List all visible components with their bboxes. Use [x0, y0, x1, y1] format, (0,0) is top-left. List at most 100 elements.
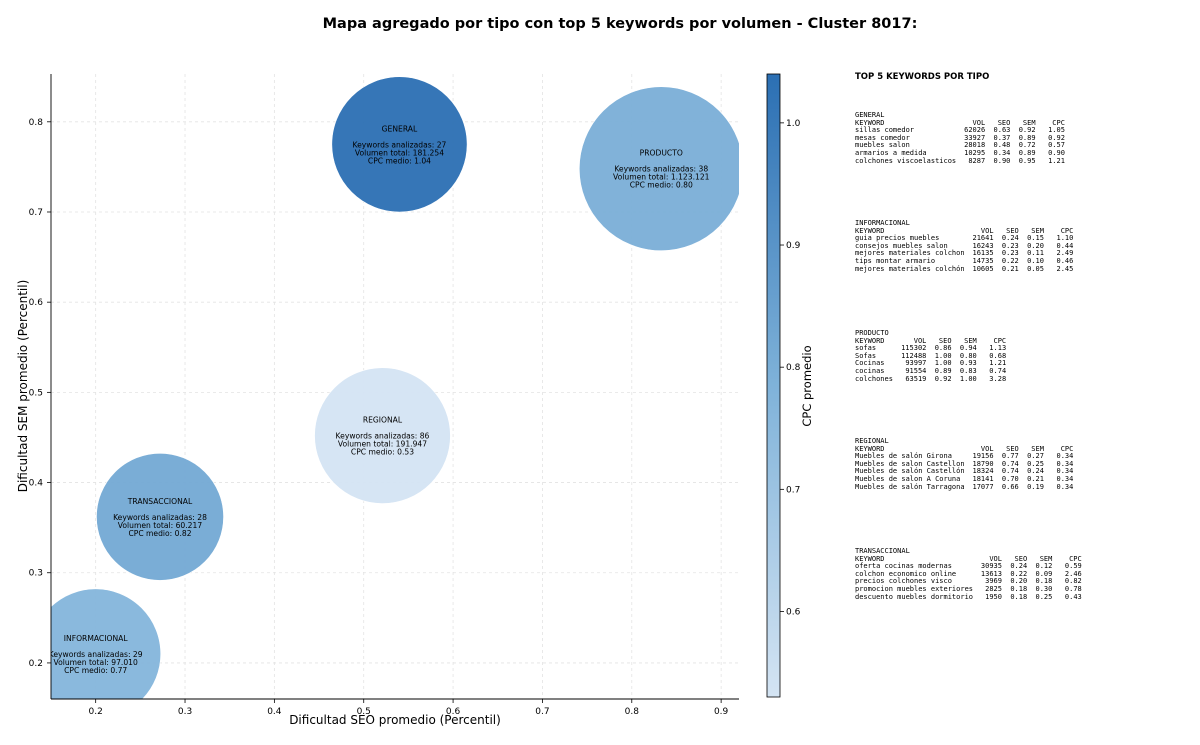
vol-cell: 2825 — [985, 584, 1002, 593]
sem-cell: 0.20 — [1027, 241, 1044, 250]
sem-cell: 0.19 — [1027, 482, 1044, 491]
keyword-cell: Muebles de salón Girona — [855, 452, 952, 461]
cpc-cell: 0.43 — [1064, 592, 1082, 601]
colorbar: 0.6 0.7 0.8 0.9 1.0 CPC promedio — [766, 73, 814, 698]
keyword-row: colchon economico online 13613 0.22 0.09 2.4… — [855, 569, 1195, 579]
sem-cell: 0.15 — [1027, 234, 1044, 243]
keyword-cell: Muebles de salón Tarragona — [855, 482, 965, 491]
sem-cell: 0.30 — [1035, 584, 1053, 593]
sem-cell: 0.72 — [1018, 141, 1036, 150]
cpc-cell: 0.59 — [1064, 562, 1082, 571]
vol-cell: VOL — [913, 336, 927, 345]
keyword-cell: Sofas — [855, 351, 877, 360]
bubble-label: Volumen total: 60.217 — [118, 521, 203, 530]
sem-cell: 0.21 — [1027, 474, 1044, 483]
seo-cell: 0.66 — [1001, 482, 1019, 491]
seo-cell: SEO — [938, 336, 952, 345]
group-header-row: KEYWORD VOL SEO SEM CPC — [855, 554, 1195, 564]
keyword-row: cocinas 91554 0.89 0.83 0.74 — [855, 366, 1195, 376]
keyword-row: promocion muebles exteriores 2825 0.18 0.30… — [855, 584, 1195, 594]
sem-cell: 0.12 — [1035, 562, 1053, 571]
bubble-label: CPC medio: 0.82 — [128, 529, 191, 538]
bubble-label: Keywords analizadas: 27 — [353, 140, 447, 149]
keyword-row: Muebles de salón Castellón 18324 0.74 0.24 0… — [855, 468, 1195, 476]
vol-cell: 18141 — [972, 474, 994, 483]
seo-cell: SEO — [1006, 226, 1019, 235]
seo-cell: 0.20 — [1010, 577, 1028, 586]
keyword-row: mesas comedor 33927 0.37 0.89 0.92 — [855, 133, 1195, 143]
cpc-cell: CPC — [1069, 554, 1082, 563]
cpc-cell: 1.05 — [1048, 126, 1065, 135]
cpc-cell: 2.46 — [1064, 569, 1082, 578]
keyword-cell: KEYWORD — [855, 118, 885, 127]
bubble-label: PRODUCTO — [640, 149, 683, 158]
vol-cell: VOL — [989, 554, 1002, 563]
x-tick-label: 0.3 — [178, 707, 192, 717]
sem-cell: 0.10 — [1027, 256, 1044, 265]
colorbar-ticks: 0.6 0.7 0.8 0.9 1.0 — [780, 119, 801, 617]
cpc-cell: CPC — [1052, 118, 1065, 127]
seo-cell: 0.22 — [1010, 569, 1028, 578]
keyword-cell: oferta cocinas modernas — [855, 562, 952, 571]
seo-cell: 0.23 — [1001, 249, 1019, 258]
keyword-row: mejores materiales colchon 16135 0.23 0.11 2… — [855, 250, 1195, 258]
vol-cell: 19156 — [972, 452, 994, 461]
cpc-cell: 2.49 — [1056, 249, 1074, 258]
keyword-cell: Muebles de salon Castellon — [855, 459, 965, 468]
keyword-cell: colchones viscoelasticos — [855, 156, 957, 165]
cpc-cell: 0.90 — [1048, 148, 1065, 157]
colorbar-label: CPC promedio — [800, 345, 814, 426]
vol-cell: 18790 — [972, 459, 994, 468]
cpc-cell: 2.45 — [1056, 264, 1074, 273]
vol-cell: VOL — [980, 444, 994, 453]
seo-cell: 0.90 — [993, 156, 1011, 165]
seo-cell: SEO — [1006, 444, 1019, 453]
vol-cell: 3969 — [985, 577, 1002, 586]
vol-cell: 30935 — [980, 562, 1002, 571]
vol-cell: 112488 — [901, 351, 927, 360]
bubble-label: CPC medio: 0.80 — [630, 181, 693, 190]
cpc-cell: 0.74 — [989, 366, 1007, 375]
vol-cell: VOL — [980, 226, 994, 235]
cpc-cell: 0.57 — [1048, 141, 1065, 150]
seo-cell: 0.70 — [1001, 474, 1019, 483]
top-keywords-panel: TOP 5 KEYWORDS POR TIPO GENERAL KEYWORD VO… — [855, 72, 1195, 600]
vol-cell: 16135 — [972, 249, 994, 258]
bubble-label: Volumen total: 1.123.121 — [613, 173, 710, 182]
colorbar-tick-label: 0.7 — [786, 485, 800, 495]
sem-cell: SEM — [964, 336, 977, 345]
group-header-row: KEYWORD VOL SEO SEM CPC — [855, 226, 1195, 236]
y-axis-label: Dificultad SEM promedio (Percentil) — [16, 280, 30, 493]
sem-cell: 0.18 — [1035, 577, 1053, 586]
y-tick-label: 0.2 — [29, 659, 43, 669]
bubble-label: Volumen total: 191.947 — [338, 440, 427, 449]
group-header-row: KEYWORD VOL SEO SEM CPC — [855, 118, 1195, 128]
cpc-cell: CPC — [1060, 226, 1074, 235]
seo-cell: 0.77 — [1001, 452, 1019, 461]
vol-cell: 21641 — [972, 234, 994, 243]
vol-cell: VOL — [972, 118, 986, 127]
bubble-label: TRANSACCIONAL — [127, 497, 193, 506]
keyword-cell: precios colchones visco — [855, 577, 952, 586]
keyword-cell: mesas comedor — [855, 133, 910, 142]
cpc-cell: 0.92 — [1048, 133, 1065, 142]
seo-cell: 0.86 — [934, 344, 952, 353]
keyword-row: Muebles de salon Castellon 18790 0.74 0.25 0… — [855, 459, 1195, 469]
group-name: GENERAL — [855, 111, 885, 119]
keyword-cell: descuento muebles dormitorio — [855, 592, 974, 601]
colorbar-tick-label: 0.8 — [786, 363, 801, 373]
y-tick-label: 0.7 — [29, 208, 43, 218]
axes: 0.2 0.3 0.4 0.5 0.6 0.7 0.8 0.9 0.2 0.3 0.4 0.5 0.6 0… — [29, 74, 739, 717]
sem-cell: 0.89 — [1018, 148, 1036, 157]
x-tick-label: 0.8 — [625, 707, 640, 717]
sem-cell: SEM — [1031, 444, 1044, 453]
keyword-cell: mejores materiales colchón — [855, 264, 965, 273]
bubble-label: CPC medio: 0.53 — [351, 448, 414, 457]
cpc-cell: 0.34 — [1056, 467, 1074, 476]
keyword-row: sillas comedor 62026 0.63 0.92 1.05 — [855, 127, 1195, 135]
y-tick-label: 0.4 — [29, 479, 44, 489]
vol-cell: 14735 — [972, 256, 994, 265]
keyword-row: Muebles de salón Girona 19156 0.77 0.27 0.34 — [855, 453, 1195, 461]
